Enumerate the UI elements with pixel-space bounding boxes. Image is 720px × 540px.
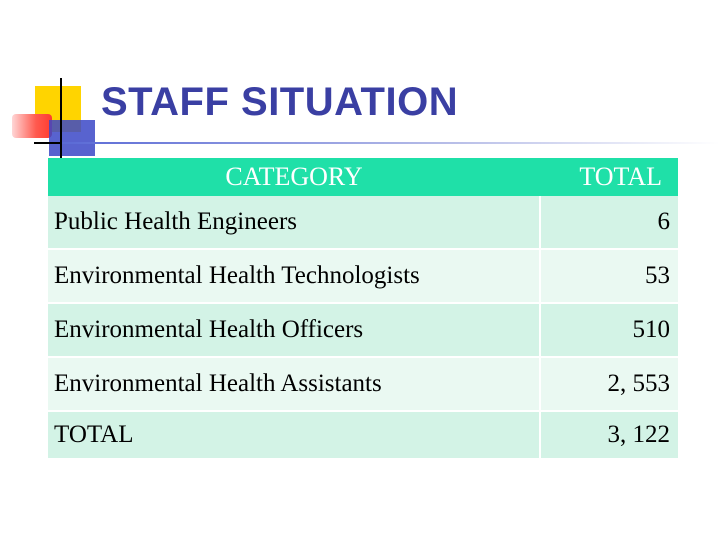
- total-cell: 6: [539, 196, 678, 250]
- table-row: Public Health Engineers 6: [48, 196, 678, 250]
- staff-table: CATEGORY TOTAL Public Health Engineers 6…: [48, 158, 678, 460]
- category-cell: TOTAL: [48, 411, 540, 460]
- table-row: Environmental Health Officers 510: [48, 303, 678, 358]
- table-row: Environmental Health Assistants 2, 553: [48, 357, 678, 412]
- category-cell: Public Health Engineers: [48, 196, 540, 250]
- table-row-total: TOTAL 3, 122: [48, 411, 678, 460]
- table-header-row: CATEGORY TOTAL: [48, 158, 678, 196]
- total-cell: 510: [539, 303, 678, 358]
- slide-logo-decoration: [0, 0, 120, 170]
- red-bar-shape: [12, 114, 52, 138]
- blue-square-shape: [49, 120, 95, 156]
- column-header-total: TOTAL: [540, 158, 678, 196]
- total-cell: 3, 122: [539, 411, 678, 460]
- total-cell: 53: [539, 249, 678, 304]
- column-header-category: CATEGORY: [48, 158, 540, 196]
- vertical-rule: [60, 78, 62, 162]
- slide-title: STAFF SITUATION: [101, 80, 459, 124]
- table-row: Environmental Health Technologists 53: [48, 249, 678, 304]
- category-cell: Environmental Health Officers: [48, 303, 540, 358]
- category-cell: Environmental Health Assistants: [48, 357, 540, 412]
- total-cell: 2, 553: [539, 357, 678, 412]
- category-cell: Environmental Health Technologists: [48, 249, 540, 304]
- title-underline: [62, 142, 720, 144]
